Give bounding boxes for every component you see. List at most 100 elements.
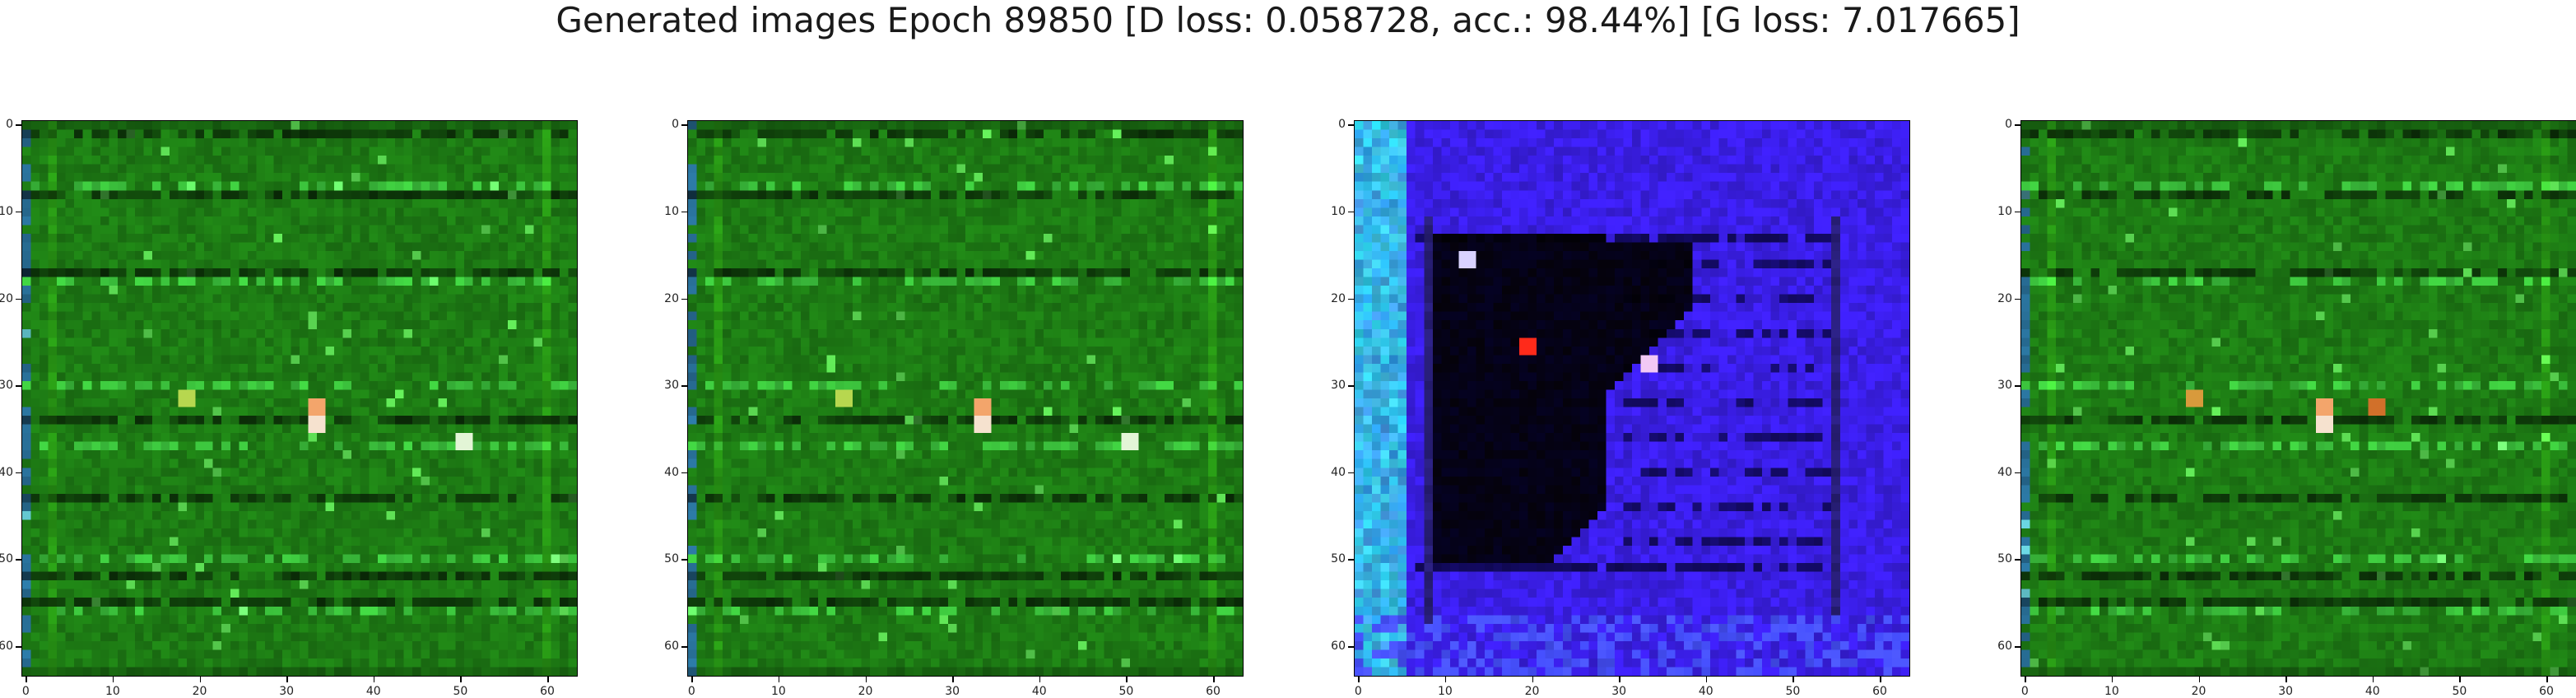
y-tick-mark	[16, 559, 21, 561]
y-tick-label: 0	[6, 118, 13, 132]
y-tick-label: 60	[0, 640, 13, 654]
y-tick-label: 30	[1331, 379, 1346, 393]
y-tick-label: 40	[1997, 465, 2012, 479]
x-tick-mark	[460, 677, 462, 682]
y-tick-label: 30	[1997, 379, 2012, 393]
generated-image-panel-2: 0 0 10 10 20 20 30 30 40 40 50 50 60 60	[664, 118, 1244, 698]
x-tick-label: 30	[1611, 685, 1627, 698]
x-tick-label: 10	[1437, 685, 1453, 698]
y-tick-mark	[2015, 124, 2020, 126]
y-tick-label: 60	[664, 640, 679, 654]
x-tick-label: 50	[1118, 685, 1134, 698]
generated-image-3	[1354, 120, 1910, 677]
y-tick-label: 10	[1331, 204, 1346, 218]
generated-image-1	[21, 120, 578, 677]
x-tick-mark	[2285, 677, 2287, 682]
y-tick-label: 40	[0, 465, 13, 479]
y-tick-mark	[1348, 298, 1354, 300]
generated-image-panel-1: 0 0 10 10 20 20 30 30 40 40 50 50 60 60	[0, 118, 578, 698]
x-tick-mark	[1619, 677, 1620, 682]
y-tick-label: 0	[2005, 118, 2012, 132]
y-tick-label: 20	[1997, 291, 2012, 305]
y-tick-mark	[681, 298, 687, 300]
x-tick-label: 20	[2191, 685, 2206, 698]
x-tick-mark	[112, 677, 114, 682]
y-tick-label: 60	[1331, 640, 1346, 654]
y-tick-mark	[681, 385, 687, 387]
x-tick-mark	[2459, 677, 2461, 682]
y-tick-mark	[16, 211, 21, 213]
y-tick-mark	[1348, 472, 1354, 474]
y-tick-mark	[1348, 646, 1354, 648]
y-tick-label: 30	[0, 379, 13, 393]
y-tick-label: 20	[0, 291, 13, 305]
x-tick-label: 30	[2278, 685, 2294, 698]
y-tick-label: 50	[664, 552, 679, 566]
x-tick-mark	[26, 677, 27, 682]
y-tick-label: 20	[664, 291, 679, 305]
x-tick-mark	[199, 677, 202, 682]
y-tick-label: 50	[1331, 552, 1346, 566]
x-tick-mark	[1793, 677, 1794, 682]
x-tick-label: 0	[1354, 685, 1362, 698]
y-tick-mark	[16, 298, 21, 300]
x-tick-mark	[1126, 677, 1128, 682]
y-tick-mark	[2015, 298, 2020, 300]
y-tick-mark	[16, 124, 21, 126]
x-tick-label: 0	[2020, 685, 2029, 698]
y-tick-label: 0	[672, 118, 679, 132]
y-tick-mark	[1348, 124, 1354, 126]
x-tick-label: 0	[687, 685, 695, 698]
y-tick-label: 60	[1997, 640, 2012, 654]
x-tick-label: 50	[453, 685, 468, 698]
y-tick-mark	[681, 646, 687, 648]
y-tick-mark	[16, 646, 21, 648]
x-tick-mark	[286, 677, 288, 682]
x-tick-label: 20	[858, 685, 873, 698]
y-tick-mark	[1348, 559, 1354, 561]
x-tick-mark	[1705, 677, 1708, 682]
y-tick-label: 10	[0, 204, 13, 218]
y-tick-label: 0	[1338, 118, 1346, 132]
y-tick-mark	[681, 124, 687, 126]
x-tick-label: 50	[2452, 685, 2467, 698]
x-tick-label: 30	[945, 685, 960, 698]
y-tick-mark	[681, 472, 687, 474]
y-tick-mark	[1348, 385, 1354, 387]
x-tick-mark	[2372, 677, 2374, 682]
y-tick-mark	[1348, 211, 1354, 213]
x-tick-label: 40	[1031, 685, 1047, 698]
y-tick-mark	[2015, 211, 2020, 213]
x-tick-mark	[778, 677, 780, 682]
x-tick-label: 40	[1698, 685, 1713, 698]
x-tick-mark	[2198, 677, 2201, 682]
x-tick-mark	[952, 677, 954, 682]
x-tick-mark	[1039, 677, 1041, 682]
x-tick-mark	[2025, 677, 2026, 682]
generated-image-panel-4: 0 0 10 10 20 20 30 30 40 40 50 50 60 60	[1997, 118, 2576, 698]
x-tick-label: 50	[1785, 685, 1801, 698]
x-tick-mark	[1358, 677, 1360, 682]
x-tick-label: 60	[1872, 685, 1887, 698]
y-tick-mark	[2015, 646, 2020, 648]
y-tick-mark	[681, 211, 687, 213]
x-tick-mark	[1880, 677, 1881, 682]
y-tick-label: 40	[664, 465, 679, 479]
x-tick-mark	[691, 677, 693, 682]
x-tick-mark	[865, 677, 867, 682]
y-tick-mark	[681, 559, 687, 561]
y-tick-label: 50	[0, 552, 13, 566]
x-tick-mark	[547, 677, 549, 682]
y-tick-mark	[16, 472, 21, 474]
y-tick-mark	[16, 385, 21, 387]
x-tick-mark	[1532, 677, 1534, 682]
x-tick-label: 40	[365, 685, 381, 698]
x-tick-label: 20	[1524, 685, 1540, 698]
y-tick-label: 50	[1997, 552, 2012, 566]
y-tick-label: 30	[664, 379, 679, 393]
x-tick-label: 0	[21, 685, 30, 698]
y-tick-mark	[2015, 559, 2020, 561]
y-tick-label: 10	[664, 204, 679, 218]
x-tick-mark	[1444, 677, 1447, 682]
x-tick-mark	[2111, 677, 2113, 682]
